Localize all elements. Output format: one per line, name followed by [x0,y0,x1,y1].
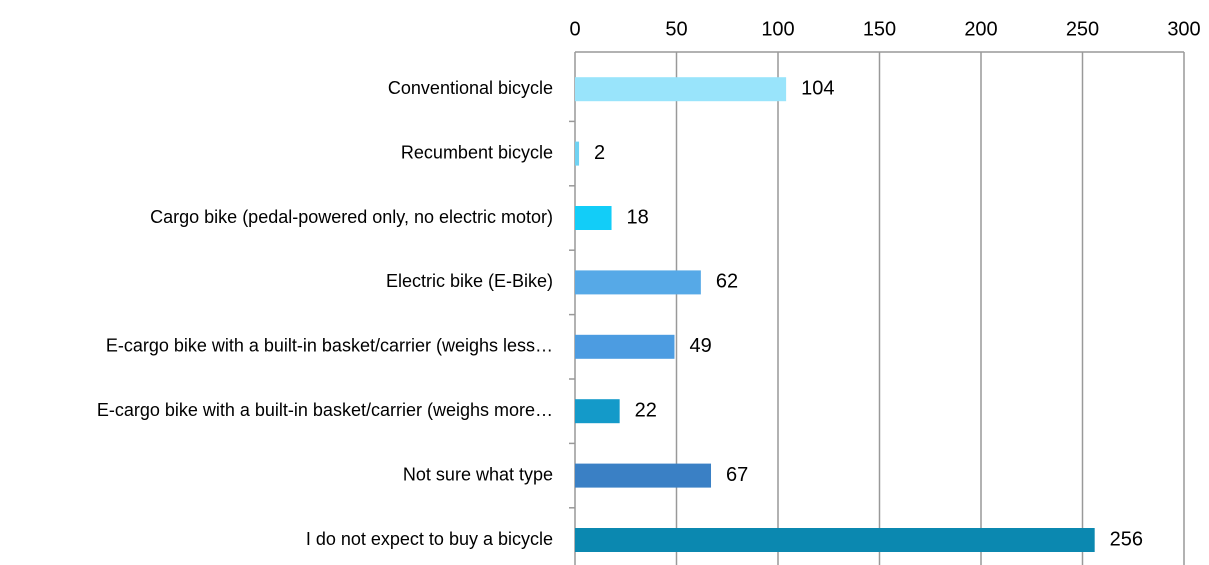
x-tick-label: 0 [569,18,580,40]
bar [575,334,675,359]
x-tick-label: 200 [964,18,997,40]
bar [575,141,580,166]
data-label: 256 [1110,528,1143,550]
bar [575,528,1095,552]
bar [575,270,701,295]
data-label: 104 [801,77,834,99]
y-tick-label: E-cargo bike with a built-in basket/carr… [106,336,553,356]
bar [575,206,612,230]
y-tick-label: Not sure what type [403,464,553,484]
y-tick-label: Cargo bike (pedal-powered only, no elect… [150,207,553,227]
bar [575,399,620,424]
x-tick-label: 50 [665,18,687,40]
data-label: 62 [716,271,738,293]
data-label: 2 [594,142,605,164]
data-label: 18 [627,206,649,228]
x-tick-label: 100 [761,18,794,40]
y-tick-label: Recumbent bicycle [401,142,553,162]
x-tick-label: 250 [1066,18,1099,40]
y-tick-label: Electric bike (E-Bike) [386,271,553,291]
bar [575,463,712,488]
y-tick-label: I do not expect to buy a bicycle [306,529,553,549]
bar [575,77,787,102]
x-tick-label: 150 [863,18,896,40]
data-label: 49 [689,335,711,357]
y-tick-label: Conventional bicycle [388,78,553,98]
data-label: 67 [726,464,748,486]
x-tick-label: 300 [1167,18,1200,40]
y-tick-label: E-cargo bike with a built-in basket/carr… [97,400,553,420]
data-label: 22 [635,399,657,421]
